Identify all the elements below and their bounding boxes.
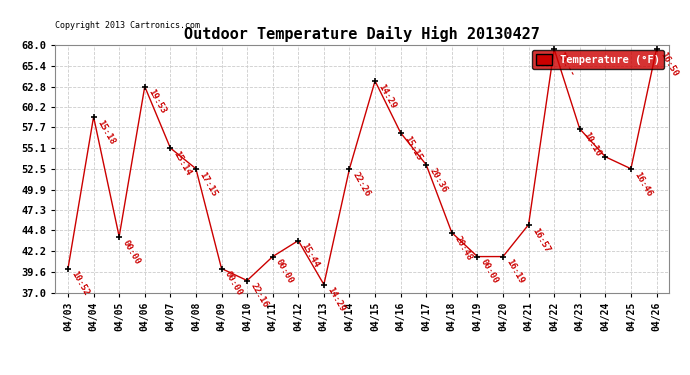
Text: 13:--: 13:-- <box>555 50 577 78</box>
Text: 15:18: 15:18 <box>95 118 116 146</box>
Text: 10:52: 10:52 <box>70 270 90 298</box>
Text: 15:14: 15:14 <box>172 149 193 177</box>
Text: 20:48: 20:48 <box>453 234 475 262</box>
Text: 14:29: 14:29 <box>377 82 397 110</box>
Text: 00:00: 00:00 <box>274 258 295 286</box>
Title: Outdoor Temperature Daily High 20130427: Outdoor Temperature Daily High 20130427 <box>184 27 540 42</box>
Text: 15:15: 15:15 <box>402 134 423 162</box>
Text: 19:53: 19:53 <box>146 88 168 116</box>
Text: 16:50: 16:50 <box>658 50 679 78</box>
Text: 16:57: 16:57 <box>530 226 551 254</box>
Text: 00:00: 00:00 <box>223 270 244 298</box>
Text: 20:36: 20:36 <box>428 166 448 194</box>
Text: 14:29: 14:29 <box>325 286 346 314</box>
Text: 16:46: 16:46 <box>632 170 653 198</box>
Legend: Temperature (°F): Temperature (°F) <box>532 50 664 69</box>
Text: 10:10: 10:10 <box>581 130 602 158</box>
Text: 00:00: 00:00 <box>121 238 141 266</box>
Text: 22:16: 22:16 <box>248 282 270 310</box>
Text: 00:00: 00:00 <box>479 258 500 286</box>
Text: 16:19: 16:19 <box>504 258 526 286</box>
Text: 22:26: 22:26 <box>351 170 372 198</box>
Text: 17:15: 17:15 <box>197 170 219 198</box>
Text: 15:44: 15:44 <box>299 242 321 270</box>
Text: Copyright 2013 Cartronics.com: Copyright 2013 Cartronics.com <box>55 21 200 30</box>
